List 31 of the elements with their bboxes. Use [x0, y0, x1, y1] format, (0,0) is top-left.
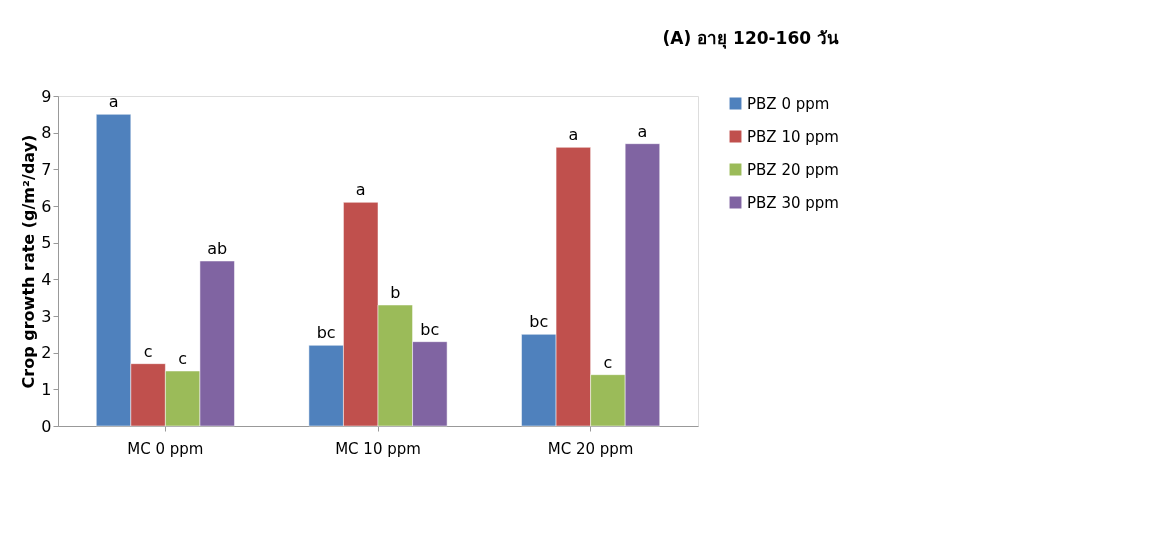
legend-label: PBZ 20 ppm [747, 160, 839, 179]
y-tick-label: 6 [41, 196, 52, 216]
x-tick-label: MC 10 ppm [335, 439, 421, 458]
y-axis-title: Crop growth rate (g/m²/day) [19, 134, 39, 389]
data-label: c [178, 349, 188, 368]
y-tick-label: 5 [41, 233, 52, 253]
legend-label: PBZ 30 ppm [747, 193, 839, 212]
y-tick-label: 4 [41, 269, 52, 289]
data-label: a [355, 180, 366, 200]
y-tick-label: 2 [41, 343, 52, 363]
data-label: a [568, 125, 579, 145]
data-label: bc [316, 323, 336, 343]
y-tick-label: 3 [41, 306, 52, 326]
data-label: c [143, 341, 153, 361]
data-label: bc [420, 319, 440, 339]
y-tick-label: 9 [41, 86, 52, 106]
y-tick-label: 1 [41, 379, 52, 399]
data-label: bc [529, 312, 549, 332]
x-tick-label: MC 20 ppm [547, 439, 634, 458]
legend-label: PBZ 10 ppm [747, 127, 839, 146]
data-label: a [108, 92, 119, 112]
x-tick-label: MC 0 ppm [127, 439, 204, 458]
y-tick-label: 7 [41, 159, 52, 179]
data-label: c [603, 352, 613, 372]
legend-label: PBZ 0 ppm [747, 94, 830, 113]
data-label: a [637, 121, 648, 141]
y-tick-label: 8 [41, 123, 52, 143]
data-label: ab [207, 239, 228, 258]
y-tick-label: 0 [41, 416, 52, 436]
data-label: b [390, 283, 401, 302]
text: (A) อายุ 120-160 วัน [662, 28, 839, 49]
